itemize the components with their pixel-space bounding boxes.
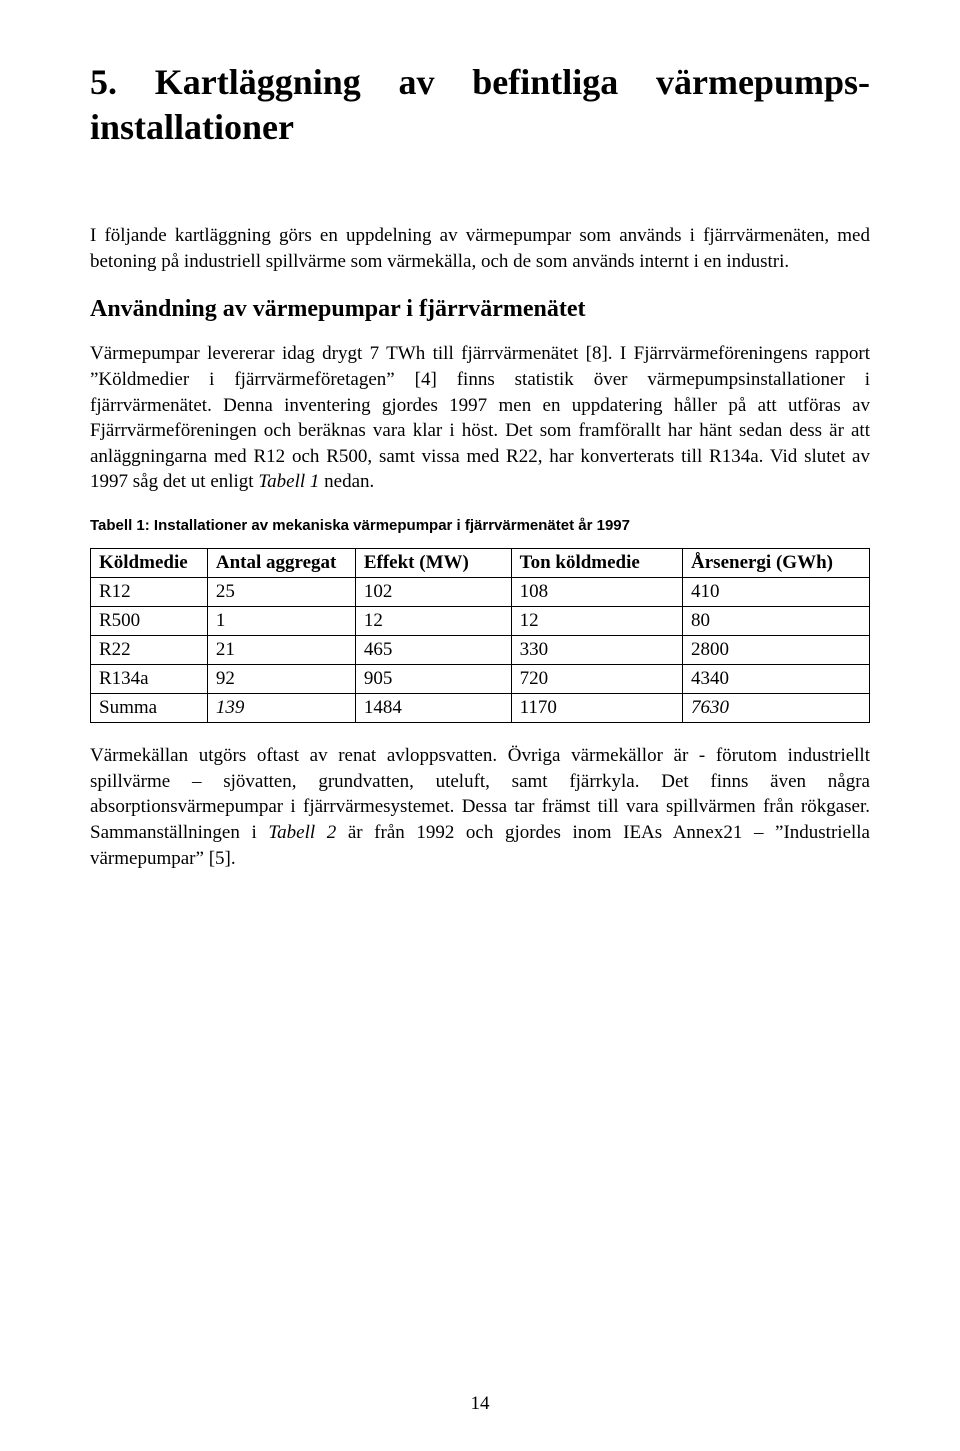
document-page: 5. Kartläggning av befintliga värmepumps… — [0, 0, 960, 1451]
table1-caption: Tabell 1: Installationer av mekaniska vä… — [90, 517, 870, 534]
table-row: R12 25 102 108 410 — [91, 578, 870, 607]
paragraph-1-text-a: Värmepumpar levererar idag drygt 7 TWh t… — [90, 343, 870, 492]
table-cell: 4340 — [683, 665, 870, 694]
table1-col-1: Antal aggregat — [207, 549, 355, 578]
table-cell: 720 — [511, 665, 682, 694]
paragraph-1: Värmepumpar levererar idag drygt 7 TWh t… — [90, 341, 870, 495]
section-heading: 5. Kartläggning av befintliga värmepumps… — [90, 60, 870, 195]
table-cell: 1484 — [355, 694, 511, 723]
table1-col-2: Effekt (MW) — [355, 549, 511, 578]
table-cell: 1170 — [511, 694, 682, 723]
table-cell: Summa — [91, 694, 208, 723]
table1-header-row: Köldmedie Antal aggregat Effekt (MW) Ton… — [91, 549, 870, 578]
table-row: R500 1 12 12 80 — [91, 607, 870, 636]
table-cell: R12 — [91, 578, 208, 607]
table1-col-0: Köldmedie — [91, 549, 208, 578]
subheading: Användning av värmepumpar i fjärrvärmenä… — [90, 296, 870, 323]
table-cell: 108 — [511, 578, 682, 607]
table-cell: 92 — [207, 665, 355, 694]
table-cell: 21 — [207, 636, 355, 665]
table-cell: 139 — [207, 694, 355, 723]
table-cell: R22 — [91, 636, 208, 665]
table-cell: 25 — [207, 578, 355, 607]
table1-col-3: Ton köldmedie — [511, 549, 682, 578]
table-cell: 330 — [511, 636, 682, 665]
table1: Köldmedie Antal aggregat Effekt (MW) Ton… — [90, 548, 870, 723]
table1-reference: Tabell 1 — [258, 471, 319, 492]
table-cell: 102 — [355, 578, 511, 607]
intro-paragraph: I följande kartläggning görs en uppdelni… — [90, 223, 870, 274]
paragraph-1-text-b: nedan. — [319, 471, 374, 492]
table-row: R134a 92 905 720 4340 — [91, 665, 870, 694]
table-cell: R500 — [91, 607, 208, 636]
table-cell: 12 — [511, 607, 682, 636]
table-cell: 1 — [207, 607, 355, 636]
table-cell: 2800 — [683, 636, 870, 665]
table-cell: 905 — [355, 665, 511, 694]
table1-body: R12 25 102 108 410 R500 1 12 12 80 R22 2… — [91, 578, 870, 723]
page-number: 14 — [0, 1393, 960, 1415]
table-cell: R134a — [91, 665, 208, 694]
table-cell: 12 — [355, 607, 511, 636]
table1-col-4: Årsenergi (GWh) — [683, 549, 870, 578]
table-cell: 80 — [683, 607, 870, 636]
table1-head: Köldmedie Antal aggregat Effekt (MW) Ton… — [91, 549, 870, 578]
paragraph-2: Värmekällan utgörs oftast av renat avlop… — [90, 743, 870, 871]
table-cell: 410 — [683, 578, 870, 607]
table-row: R22 21 465 330 2800 — [91, 636, 870, 665]
table-cell: 465 — [355, 636, 511, 665]
table-cell: 7630 — [683, 694, 870, 723]
table1-footer-row: Summa 139 1484 1170 7630 — [91, 694, 870, 723]
table2-reference: Tabell 2 — [268, 822, 336, 843]
